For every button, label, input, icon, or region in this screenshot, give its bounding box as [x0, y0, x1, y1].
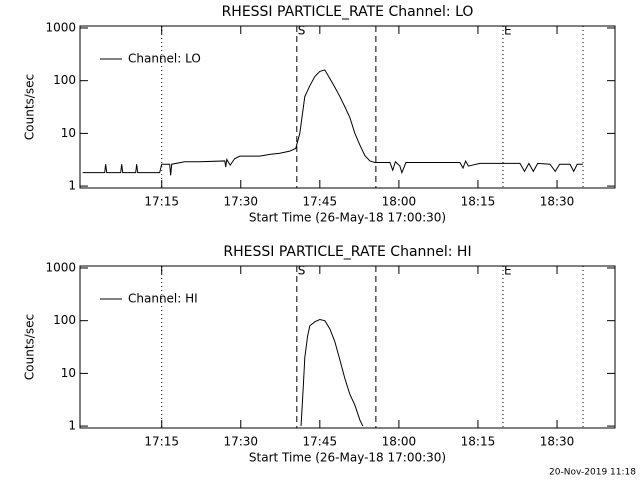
plot-frame [79, 25, 616, 189]
x-tick-label: 18:30 [540, 435, 575, 449]
x-tick-label: 18:15 [461, 195, 496, 209]
data-line [82, 69, 583, 176]
y-axis-label: Counts/sec [23, 74, 37, 140]
x-tick-label: 17:45 [303, 435, 338, 449]
chart-title: RHESSI PARTICLE_RATE Channel: LO [222, 4, 474, 20]
y-tick-label: 1000 [45, 20, 76, 34]
x-tick-label: 18:15 [461, 435, 496, 449]
annotation: E [504, 264, 512, 278]
x-tick-label: 18:00 [382, 195, 417, 209]
x-tick-label: 17:15 [144, 435, 179, 449]
x-tick-label: 17:45 [303, 195, 338, 209]
legend-label: Channel: HI [128, 292, 198, 306]
legend-label: Channel: LO [128, 52, 201, 66]
y-tick-label: 10 [61, 126, 76, 140]
x-axis-label: Start Time (26-May-18 17:00:30) [249, 451, 446, 465]
data-line [300, 319, 364, 427]
footer-date: 20-Nov-2019 11:18 [549, 468, 636, 478]
x-tick-label: 18:00 [382, 435, 417, 449]
x-tick-label: 17:30 [223, 435, 258, 449]
y-tick-label: 1 [68, 179, 76, 193]
x-tick-label: 18:30 [540, 195, 575, 209]
annotation: S [298, 264, 306, 278]
annotation: E [504, 24, 512, 38]
y-axis-label: Counts/sec [23, 314, 37, 380]
y-tick-label: 10 [61, 366, 76, 380]
x-axis-label: Start Time (26-May-18 17:00:30) [249, 211, 446, 225]
plot-frame [79, 265, 616, 429]
x-tick-label: 17:15 [144, 195, 179, 209]
y-tick-label: 1 [68, 419, 76, 433]
y-tick-label: 1000 [45, 260, 76, 274]
y-tick-label: 100 [53, 313, 76, 327]
chart-title: RHESSI PARTICLE_RATE Channel: HI [223, 244, 471, 260]
annotation: S [298, 24, 306, 38]
y-tick-label: 100 [53, 73, 76, 87]
x-tick-label: 17:30 [223, 195, 258, 209]
